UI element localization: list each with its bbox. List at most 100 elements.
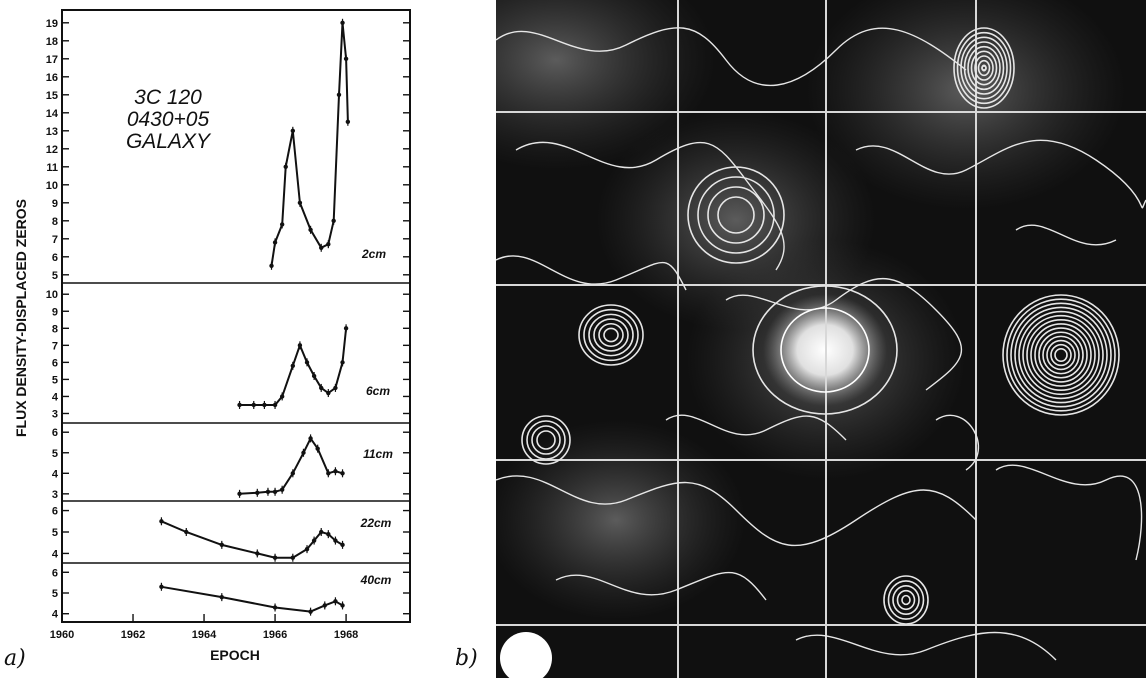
data-point <box>301 450 306 455</box>
series-label: 22cm <box>360 516 392 530</box>
contour-level <box>1026 319 1096 391</box>
contour-level <box>887 580 925 620</box>
y-tick-label: 16 <box>46 72 58 84</box>
data-point <box>251 402 256 408</box>
contour-level <box>970 50 998 86</box>
y-tick-label: 9 <box>52 306 58 318</box>
contour-line <box>795 631 1057 661</box>
data-point <box>159 519 164 524</box>
data-point <box>237 491 242 497</box>
data-point <box>311 538 317 543</box>
data-point <box>322 603 327 608</box>
contour-level <box>1034 327 1088 383</box>
y-tick-label: 8 <box>52 216 58 228</box>
y-tick-label: 4 <box>52 548 59 560</box>
y-tick-label: 7 <box>52 234 58 246</box>
contour-line <box>496 255 687 291</box>
data-point <box>272 402 278 408</box>
contour-level <box>588 313 634 357</box>
data-point <box>272 605 278 610</box>
y-tick-label: 10 <box>46 289 58 301</box>
data-point <box>255 490 260 496</box>
radio-contour-map <box>496 0 1146 678</box>
y-tick-label: 6 <box>52 252 58 264</box>
data-point <box>262 402 267 408</box>
data-point <box>319 529 324 535</box>
data-point <box>237 402 242 408</box>
y-tick-label: 5 <box>52 527 58 539</box>
data-point <box>272 555 278 560</box>
contour-level <box>578 304 644 366</box>
series-line <box>270 22 349 266</box>
contour-line <box>515 141 785 271</box>
data-point <box>326 390 331 396</box>
data-point <box>272 489 278 494</box>
y-tick-label: 3 <box>52 489 58 501</box>
contour-line <box>496 27 967 87</box>
flux-light-curve-chart: 5 6 7 8 9 10 11 12 13 14 15 16 17 18 19 2cm 3 4 5 6 7 8 9 10 6cm… <box>13 9 411 663</box>
y-tick-label: 18 <box>46 36 58 48</box>
contour-line <box>496 475 977 547</box>
y-tick-label: 5 <box>52 448 58 460</box>
data-point <box>340 20 345 25</box>
data-point <box>308 436 313 441</box>
y-tick-label: 4 <box>52 609 59 621</box>
y-tick-label: 3 <box>52 408 58 420</box>
contour-line <box>555 571 767 601</box>
data-point <box>340 542 345 548</box>
y-tick-label: 5 <box>52 270 58 282</box>
x-tick-label: 1962 <box>121 629 145 641</box>
data-point <box>340 603 345 608</box>
contour-level <box>883 575 929 625</box>
y-tick-label: 6 <box>52 567 58 579</box>
data-point <box>340 471 345 476</box>
data-point <box>290 555 296 560</box>
series-label: 40cm <box>360 573 392 587</box>
data-point <box>304 360 310 365</box>
contour-level <box>536 430 556 450</box>
y-tick-label: 14 <box>46 108 59 120</box>
contour-level <box>953 27 1015 109</box>
y-tick-label: 11 <box>46 162 58 174</box>
data-point <box>159 584 164 589</box>
contour-level <box>1042 335 1080 375</box>
contour-level <box>603 327 619 343</box>
contour-level <box>1038 331 1084 379</box>
data-point <box>336 92 342 98</box>
contour-level <box>967 45 1001 91</box>
y-tick-label: 17 <box>46 54 58 66</box>
contour-level <box>896 589 916 611</box>
series-label: 2cm <box>361 247 386 261</box>
series-panel: 4 5 6 40cm <box>52 562 410 621</box>
contour-level <box>1054 347 1068 363</box>
series-line <box>161 585 344 613</box>
contour-line <box>725 278 963 391</box>
series-panel: 3 4 5 6 11cm <box>52 422 410 501</box>
beam-marker <box>500 632 552 678</box>
contour-line <box>1015 224 1117 246</box>
contour-level <box>1002 294 1120 416</box>
data-point <box>219 594 224 600</box>
panel-label-a: a) <box>4 646 26 671</box>
data-point <box>269 263 274 268</box>
contour-level <box>960 36 1008 100</box>
contour-map-image <box>496 0 1146 678</box>
data-point <box>308 609 313 614</box>
emission-haze <box>806 0 1126 210</box>
data-point <box>184 529 189 535</box>
data-point <box>272 240 278 245</box>
contour-level <box>892 585 920 615</box>
contour-line <box>995 464 1143 561</box>
series-label: 6cm <box>366 384 390 398</box>
data-point <box>279 222 285 227</box>
contour-level <box>583 308 639 362</box>
annotation-line: 3C 120 <box>134 86 202 109</box>
emission-haze <box>496 420 746 620</box>
data-point <box>319 245 324 250</box>
data-point <box>304 546 310 552</box>
contour-level <box>1018 310 1104 400</box>
data-point <box>319 385 324 391</box>
contour-level <box>531 425 561 455</box>
contour-level <box>697 176 775 254</box>
core-contour <box>752 285 898 415</box>
